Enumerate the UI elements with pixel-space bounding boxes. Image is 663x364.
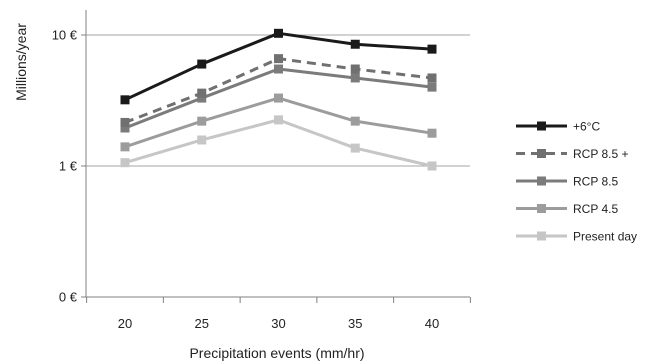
data-point-marker xyxy=(427,82,437,92)
data-point-marker xyxy=(274,28,283,38)
data-point-marker xyxy=(197,88,207,98)
series-group xyxy=(120,115,437,171)
series-lines xyxy=(120,28,437,171)
data-point-marker xyxy=(120,95,130,105)
x-axis-title: Precipitation events (mm/hr) xyxy=(189,345,364,361)
data-point-marker xyxy=(274,64,283,74)
legend-label: RCP 4.5 xyxy=(573,202,618,216)
x-tick-label: 40 xyxy=(425,316,439,331)
legend-label: +6°C xyxy=(573,120,600,134)
legend-item: Present day xyxy=(516,230,637,244)
data-point-marker xyxy=(197,93,207,103)
x-axis: 20 25 30 35 40 xyxy=(86,296,471,331)
x-tick-label: 20 xyxy=(118,316,132,331)
legend-marker xyxy=(537,121,546,131)
x-tick-label: 35 xyxy=(348,316,362,331)
y-axis: 0 € 1 € 10 € xyxy=(52,10,87,305)
data-point-marker xyxy=(274,54,283,64)
x-tick-label: 25 xyxy=(195,316,209,331)
data-point-marker xyxy=(274,115,283,125)
legend-label: RCP 8.5 + xyxy=(573,147,628,161)
data-point-marker xyxy=(350,143,360,153)
data-point-marker xyxy=(427,44,437,54)
series-group xyxy=(120,54,437,127)
data-point-marker xyxy=(350,116,360,126)
data-point-marker xyxy=(197,59,207,69)
data-point-marker xyxy=(274,93,283,103)
data-point-marker xyxy=(427,128,437,138)
legend-label: Present day xyxy=(573,230,637,244)
legend-marker xyxy=(537,176,546,186)
legend-label: RCP 8.5 xyxy=(573,175,618,189)
data-point-marker xyxy=(350,64,360,74)
data-point-marker xyxy=(350,73,360,83)
legend-marker xyxy=(537,231,546,241)
data-point-marker xyxy=(120,123,130,133)
series-group xyxy=(120,93,437,152)
legend-item: RCP 8.5 xyxy=(516,175,618,189)
y-tick-label: 10 € xyxy=(52,28,78,43)
series-group xyxy=(120,28,437,105)
legend-item: RCP 8.5 + xyxy=(516,147,628,161)
data-point-marker xyxy=(120,117,130,127)
y-axis-title: Millions/year xyxy=(13,23,29,101)
data-point-marker xyxy=(427,161,437,171)
series-group xyxy=(120,64,437,133)
data-point-marker xyxy=(427,73,437,83)
legend-marker xyxy=(537,149,546,158)
legend-item: +6°C xyxy=(516,120,600,134)
data-point-marker xyxy=(197,135,207,145)
y-tick-label: 0 € xyxy=(59,290,78,305)
data-point-marker xyxy=(350,39,360,49)
legend-marker xyxy=(537,204,546,213)
data-point-marker xyxy=(197,116,207,126)
legend: +6°C RCP 8.5 + RCP 8.5 RCP 4.5 Present day xyxy=(516,120,637,244)
data-point-marker xyxy=(120,158,130,168)
data-point-marker xyxy=(120,142,130,152)
x-tick-label: 30 xyxy=(271,316,285,331)
legend-item: RCP 4.5 xyxy=(516,202,618,216)
y-tick-label: 1 € xyxy=(59,159,78,174)
